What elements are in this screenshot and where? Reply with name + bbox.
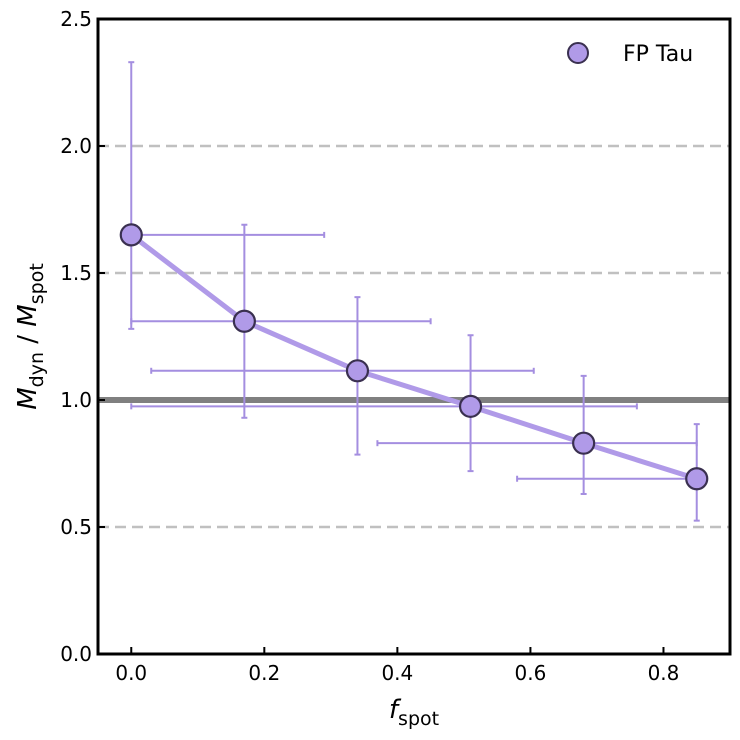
y-axis-label-sep: / <box>13 327 43 352</box>
data-point <box>572 431 596 455</box>
x-axis-label: fspot <box>389 695 439 730</box>
data-point <box>119 223 143 247</box>
trend-line-group <box>128 232 700 482</box>
markers-group <box>119 223 709 491</box>
errorbar <box>128 61 326 330</box>
x-tick-label: 0.8 <box>648 661 680 685</box>
x-tick-label: 0.4 <box>381 661 413 685</box>
y-tick-label: 1.5 <box>60 261 92 285</box>
x-axis-label-sub: spot <box>398 708 439 730</box>
axis-ticks: 0.0 0.2 0.4 0.6 0.8 0.0 0.5 1.0 1.5 2.0 2.5 <box>60 7 679 685</box>
y-tick-label: 0.0 <box>60 642 92 666</box>
plot-frame <box>96 17 732 656</box>
y-axis-label-m1: M <box>13 387 43 409</box>
reference-lines <box>98 144 730 529</box>
errorbar <box>130 223 432 419</box>
legend-marker <box>567 42 589 64</box>
y-tick-label: 2.5 <box>60 7 92 31</box>
x-tick-label: 0.2 <box>248 661 280 685</box>
y-axis-label-sub1: dyn <box>26 352 48 387</box>
legend-label: FP Tau <box>623 42 693 67</box>
data-point <box>458 394 483 418</box>
legend: FP Tau <box>567 42 693 67</box>
y-tick-label: 1.0 <box>60 388 92 412</box>
trend-line <box>128 232 700 482</box>
data-point <box>232 309 256 333</box>
data-point <box>685 467 709 491</box>
y-axis-label: Mdyn / Mspot <box>13 263 48 410</box>
x-tick-label: 0.0 <box>115 661 147 685</box>
y-axis-label-m2: M <box>13 304 43 326</box>
y-axis-label-sub2: spot <box>26 263 48 304</box>
x-tick-label: 0.6 <box>515 661 547 685</box>
y-tick-label: 0.5 <box>60 515 92 539</box>
y-tick-label: 2.0 <box>60 134 92 158</box>
errorbar <box>130 334 638 473</box>
data-point <box>345 359 370 383</box>
